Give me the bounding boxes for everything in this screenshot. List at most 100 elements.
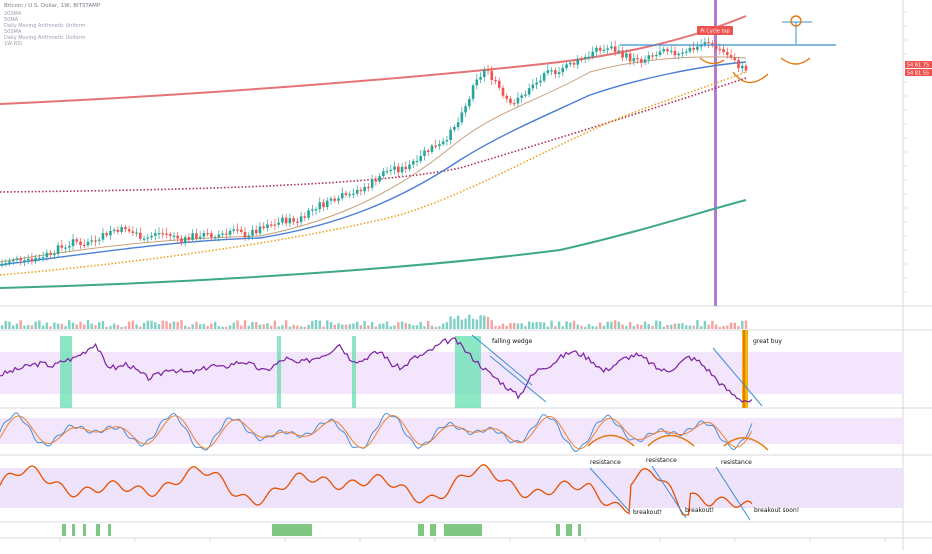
- candle-body: [94, 240, 97, 242]
- candle-body: [288, 218, 292, 224]
- signal-bar: [444, 524, 482, 536]
- volume-bar: [157, 324, 161, 329]
- candle-body: [247, 235, 251, 238]
- candle-body: [531, 84, 535, 89]
- rsi-highlight: [60, 336, 72, 408]
- volume-bar: [385, 321, 389, 329]
- volume-bar: [176, 321, 179, 329]
- candle-body: [539, 80, 542, 83]
- target-circle: [790, 15, 802, 27]
- candle-body: [527, 88, 531, 95]
- candle-body: [49, 252, 52, 255]
- candle-body: [296, 221, 299, 223]
- ma-blue-curve: [0, 61, 747, 266]
- volume-bar: [699, 326, 703, 329]
- candle-body: [325, 200, 329, 208]
- candle-body: [337, 198, 340, 201]
- candle-body: [419, 155, 423, 161]
- candle-body: [243, 231, 247, 238]
- candle-body: [438, 144, 441, 147]
- candle-body: [198, 236, 202, 239]
- volume-bar: [206, 325, 209, 329]
- signal-bar: [556, 524, 560, 536]
- volume-bar: [681, 323, 684, 329]
- volume-bar: [161, 320, 164, 329]
- volume-bar: [595, 326, 598, 329]
- candle-body: [370, 179, 374, 188]
- volume-bar: [333, 324, 336, 329]
- volume-bar: [415, 325, 419, 329]
- volume-bar: [565, 321, 568, 329]
- macd-line: [0, 464, 753, 516]
- candle-body: [621, 50, 624, 58]
- volume-bar: [475, 319, 479, 329]
- candle-body: [318, 202, 322, 210]
- signal-bar: [96, 524, 100, 536]
- candle-body: [120, 227, 123, 232]
- candle-body: [673, 50, 677, 56]
- candle-body: [486, 69, 490, 71]
- volume-bar: [98, 322, 101, 329]
- volume-bar: [621, 324, 624, 329]
- volume-bar: [213, 321, 217, 329]
- volume-bar: [527, 321, 531, 329]
- volume-bar: [284, 320, 288, 329]
- volume-bar: [625, 325, 628, 329]
- vertical-marker: [714, 0, 717, 306]
- volume-bar: [580, 325, 583, 329]
- candle-body: [632, 58, 636, 62]
- candle-body: [30, 258, 34, 262]
- candle-body: [23, 260, 26, 262]
- volume-bar: [677, 323, 680, 329]
- volume-bar: [374, 326, 378, 329]
- volume-bar: [591, 325, 594, 329]
- candle-body: [408, 164, 411, 170]
- volume-bar: [718, 326, 722, 329]
- volume-bar: [281, 325, 284, 329]
- volume-bar: [8, 321, 11, 329]
- candle-body: [411, 161, 415, 165]
- volume-bar: [30, 325, 34, 329]
- volume-bar: [606, 321, 609, 329]
- candle-body: [535, 82, 538, 85]
- volume-bar: [45, 322, 49, 329]
- volume-bar: [707, 324, 710, 329]
- candle-body: [281, 217, 284, 223]
- candle-body: [561, 67, 565, 73]
- volume-bar: [79, 321, 82, 329]
- candle-body: [497, 80, 501, 88]
- rsi-highlight: [455, 336, 481, 408]
- candle-body: [363, 186, 366, 192]
- candle-body: [38, 257, 41, 260]
- candle-body: [625, 53, 628, 58]
- volume-bar: [116, 324, 120, 329]
- candle-body: [606, 48, 609, 50]
- volume-bar: [464, 318, 467, 329]
- volume-bar: [550, 320, 553, 329]
- price-arc: [780, 57, 811, 65]
- volume-bar: [23, 325, 26, 329]
- resistance-label-1: resistance: [590, 459, 621, 466]
- candle-body: [101, 233, 105, 240]
- volume-bar: [273, 320, 277, 329]
- candle-body: [82, 244, 86, 247]
- volume-bar: [191, 324, 194, 329]
- candle-body: [153, 233, 157, 236]
- candle-body: [97, 239, 101, 241]
- candle-body: [374, 179, 378, 182]
- candle-body: [434, 145, 437, 147]
- volume-bar: [471, 318, 475, 329]
- volume-bar: [240, 325, 243, 329]
- candle-body: [131, 231, 135, 234]
- volume-bar: [53, 322, 56, 329]
- candle-body: [445, 139, 449, 142]
- volume-bar: [524, 326, 527, 329]
- volume-bar: [494, 325, 497, 329]
- candle-body: [546, 70, 550, 74]
- candle-body: [124, 227, 127, 230]
- time-axis: [59, 538, 886, 542]
- candle-body: [520, 95, 523, 98]
- candle-body: [251, 229, 254, 236]
- candle-body: [299, 216, 303, 223]
- volume-bar: [576, 324, 579, 329]
